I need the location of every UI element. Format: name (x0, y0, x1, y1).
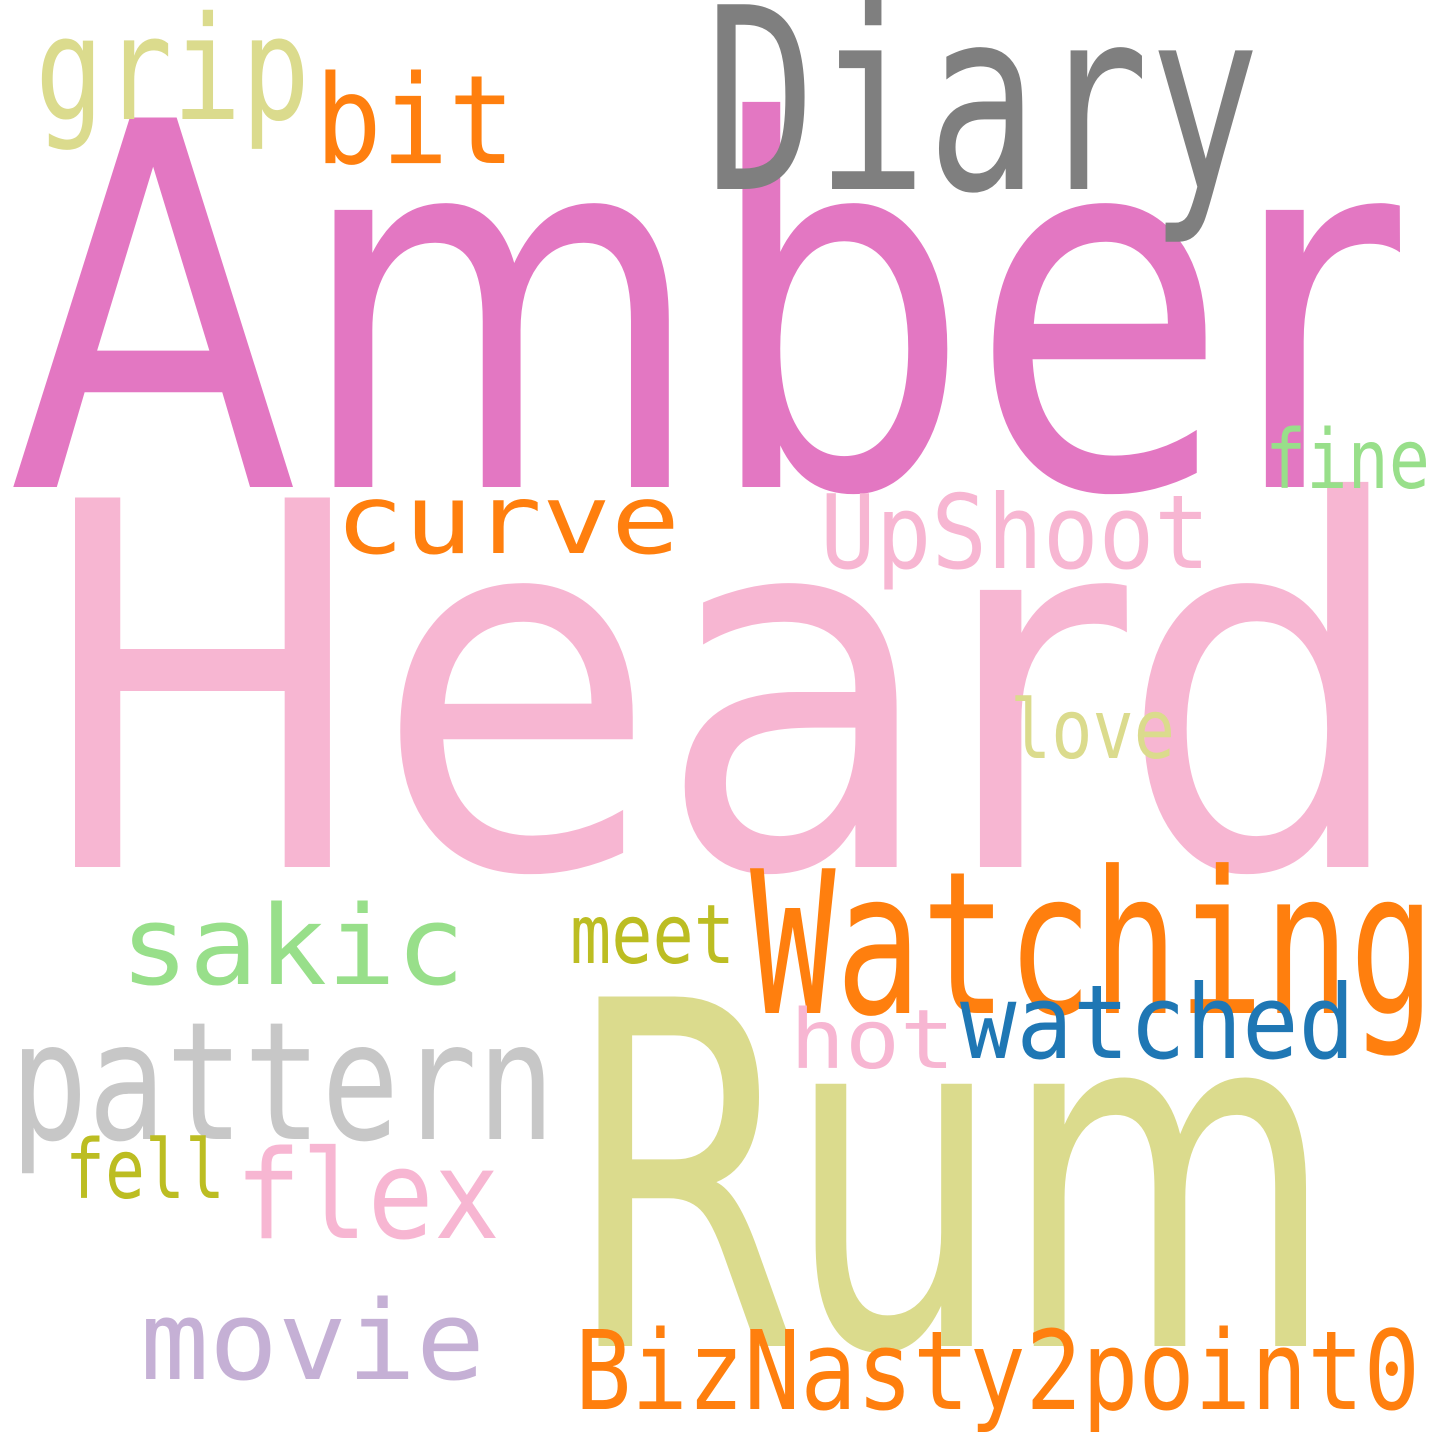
word-curve: curve (335, 464, 680, 577)
word-meet: meet (570, 888, 735, 984)
word-love: love (1010, 683, 1175, 779)
word-hot: hot (790, 993, 955, 1089)
word-amber: Amber (10, 17, 1400, 608)
word-movie: movie (140, 1276, 485, 1405)
word-grip: grip (35, 0, 310, 153)
word-flex: flex (235, 1125, 500, 1269)
word-biznasty2point0: BizNasty2point0 (575, 1306, 1420, 1435)
word-heard: Heard (30, 397, 1410, 988)
word-upshoot: UpShoot (820, 473, 1210, 593)
word-diary: Diary (705, 0, 1260, 249)
word-fine: fine (1265, 413, 1430, 509)
word-sakic: sakic (120, 881, 465, 1010)
word-watched: watched (960, 963, 1355, 1083)
word-pattern: pattern (10, 986, 555, 1179)
word-bit: bit (315, 50, 515, 194)
word-rum: Rum (565, 902, 1335, 1440)
word-watching: Watching (750, 829, 1435, 1061)
word-fell: fell (65, 1123, 225, 1219)
